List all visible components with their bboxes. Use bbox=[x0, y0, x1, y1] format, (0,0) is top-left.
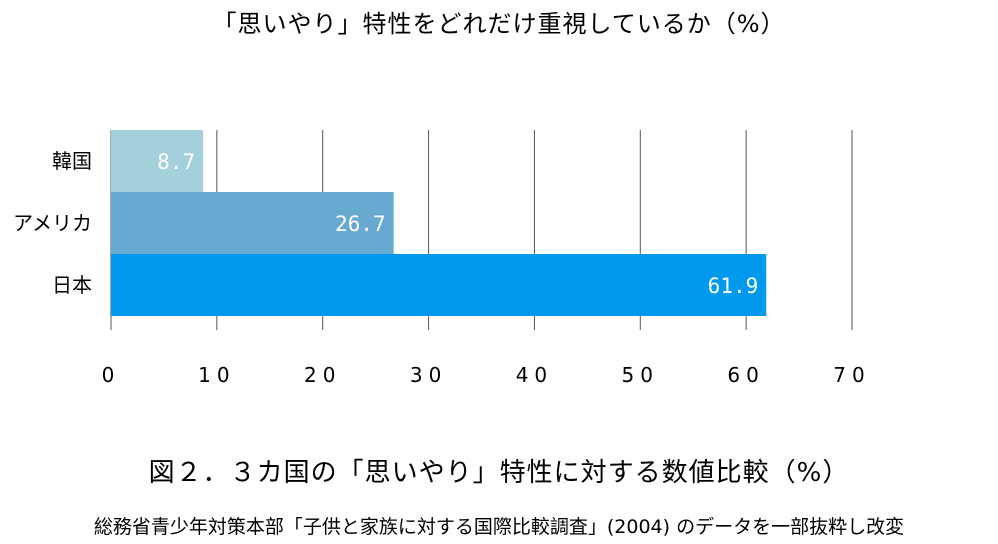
chart-title: 「思いやり」特性をどれだけ重視しているか（%） bbox=[212, 10, 786, 38]
labels: 0 10 20 30 40 50 60 70 韓国 8.7 アメリカ 26.7 日本 61.9 bbox=[13, 149, 870, 387]
source-note: 総務省青少年対策本部「子供と家族に対する国際比較調査」(2004) のデータを一… bbox=[93, 516, 905, 538]
data-label: 26.7 bbox=[335, 212, 386, 236]
data-label: 8.7 bbox=[157, 150, 195, 174]
x-tick-label: 10 bbox=[198, 363, 235, 387]
category-label: 韓国 bbox=[52, 149, 92, 173]
x-tick-label: 0 bbox=[102, 363, 121, 387]
figure-caption: 図２．３カ国の「思いやり」特性に対する数値比較（%） bbox=[148, 458, 850, 488]
x-tick-label: 20 bbox=[304, 363, 341, 387]
bars bbox=[111, 130, 767, 316]
x-tick-label: 30 bbox=[410, 363, 447, 387]
data-label: 61.9 bbox=[708, 274, 759, 298]
bar-chart: 0 10 20 30 40 50 60 70 韓国 8.7 アメリカ 26.7 日本 61.9 bbox=[13, 130, 870, 387]
category-label: 日本 bbox=[52, 273, 92, 297]
x-tick-label: 60 bbox=[727, 363, 764, 387]
x-tick-label: 50 bbox=[622, 363, 659, 387]
bar-2 bbox=[111, 254, 767, 316]
bar-0 bbox=[111, 130, 204, 192]
x-tick-label: 40 bbox=[516, 363, 553, 387]
category-label: アメリカ bbox=[13, 211, 92, 235]
bar-1 bbox=[111, 192, 394, 254]
x-tick-label: 70 bbox=[833, 363, 870, 387]
